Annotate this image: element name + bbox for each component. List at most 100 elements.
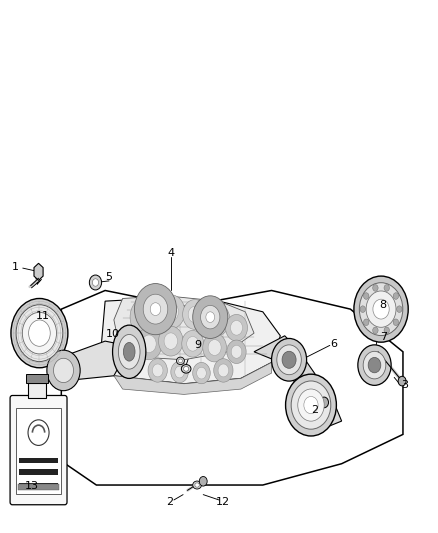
Text: 12: 12 <box>216 497 230 507</box>
Circle shape <box>164 333 177 349</box>
Circle shape <box>11 298 68 368</box>
Circle shape <box>231 345 242 358</box>
Circle shape <box>320 397 328 408</box>
Circle shape <box>159 326 183 356</box>
Circle shape <box>193 362 210 384</box>
Circle shape <box>197 367 206 379</box>
Circle shape <box>368 358 381 373</box>
Circle shape <box>53 358 74 383</box>
Circle shape <box>398 376 406 386</box>
Circle shape <box>143 294 168 324</box>
Circle shape <box>89 275 102 290</box>
Ellipse shape <box>181 365 191 373</box>
Circle shape <box>157 295 185 329</box>
Circle shape <box>272 338 307 381</box>
FancyBboxPatch shape <box>16 408 61 494</box>
Circle shape <box>163 302 179 321</box>
Text: 10: 10 <box>106 329 120 338</box>
Polygon shape <box>61 341 123 381</box>
Text: 8: 8 <box>380 300 387 310</box>
Text: 2: 2 <box>166 497 173 507</box>
Circle shape <box>218 364 229 377</box>
Circle shape <box>206 312 215 322</box>
Circle shape <box>230 320 243 335</box>
Circle shape <box>277 345 301 375</box>
Polygon shape <box>19 469 58 475</box>
Text: 3: 3 <box>402 380 409 390</box>
Circle shape <box>214 359 233 382</box>
Circle shape <box>360 306 365 312</box>
Circle shape <box>130 297 163 337</box>
Ellipse shape <box>184 367 189 372</box>
Circle shape <box>298 389 324 421</box>
Circle shape <box>393 319 399 326</box>
Polygon shape <box>28 383 46 398</box>
Text: 13: 13 <box>25 481 39 491</box>
Circle shape <box>291 381 331 429</box>
Circle shape <box>373 327 378 334</box>
Circle shape <box>282 351 296 368</box>
Circle shape <box>136 328 162 360</box>
Circle shape <box>227 340 246 364</box>
Circle shape <box>364 293 369 300</box>
Circle shape <box>373 285 378 291</box>
Polygon shape <box>26 374 48 383</box>
Circle shape <box>183 300 207 329</box>
Circle shape <box>188 306 201 322</box>
Circle shape <box>397 306 402 312</box>
Circle shape <box>22 312 57 354</box>
Circle shape <box>187 336 199 351</box>
Ellipse shape <box>118 335 140 369</box>
Circle shape <box>92 279 99 286</box>
Polygon shape <box>254 336 342 426</box>
Text: 9: 9 <box>194 341 201 350</box>
Ellipse shape <box>177 357 184 365</box>
Text: 11: 11 <box>36 311 50 320</box>
Circle shape <box>358 345 391 385</box>
Circle shape <box>199 477 207 486</box>
Circle shape <box>16 305 63 361</box>
Polygon shape <box>34 263 43 280</box>
Polygon shape <box>19 482 58 487</box>
Polygon shape <box>19 458 58 463</box>
Polygon shape <box>18 484 59 490</box>
Polygon shape <box>114 296 254 360</box>
Circle shape <box>134 284 177 335</box>
Circle shape <box>204 304 230 336</box>
Circle shape <box>150 303 161 316</box>
Text: 1: 1 <box>12 262 19 271</box>
Circle shape <box>175 366 184 378</box>
Circle shape <box>28 420 49 446</box>
Ellipse shape <box>178 359 183 362</box>
Circle shape <box>203 333 226 362</box>
Ellipse shape <box>193 481 201 489</box>
Ellipse shape <box>195 483 199 487</box>
Text: 7: 7 <box>380 332 387 342</box>
FancyBboxPatch shape <box>10 395 67 505</box>
Polygon shape <box>101 298 280 384</box>
Circle shape <box>171 361 188 383</box>
Circle shape <box>286 374 336 436</box>
Circle shape <box>393 293 399 300</box>
Text: 4: 4 <box>167 248 174 258</box>
Circle shape <box>354 276 408 342</box>
Circle shape <box>28 320 50 346</box>
Circle shape <box>201 305 220 329</box>
Circle shape <box>359 282 403 336</box>
Circle shape <box>304 397 318 414</box>
Circle shape <box>384 285 389 291</box>
Ellipse shape <box>124 342 135 361</box>
Circle shape <box>142 335 156 353</box>
Circle shape <box>364 319 369 326</box>
Circle shape <box>366 291 396 327</box>
Circle shape <box>47 350 80 391</box>
Circle shape <box>363 351 386 379</box>
Circle shape <box>208 340 221 356</box>
Circle shape <box>209 311 224 328</box>
Text: 6: 6 <box>331 339 338 349</box>
Polygon shape <box>114 362 272 394</box>
Circle shape <box>152 364 163 377</box>
Ellipse shape <box>113 325 146 378</box>
Circle shape <box>182 330 204 357</box>
Circle shape <box>193 296 228 338</box>
